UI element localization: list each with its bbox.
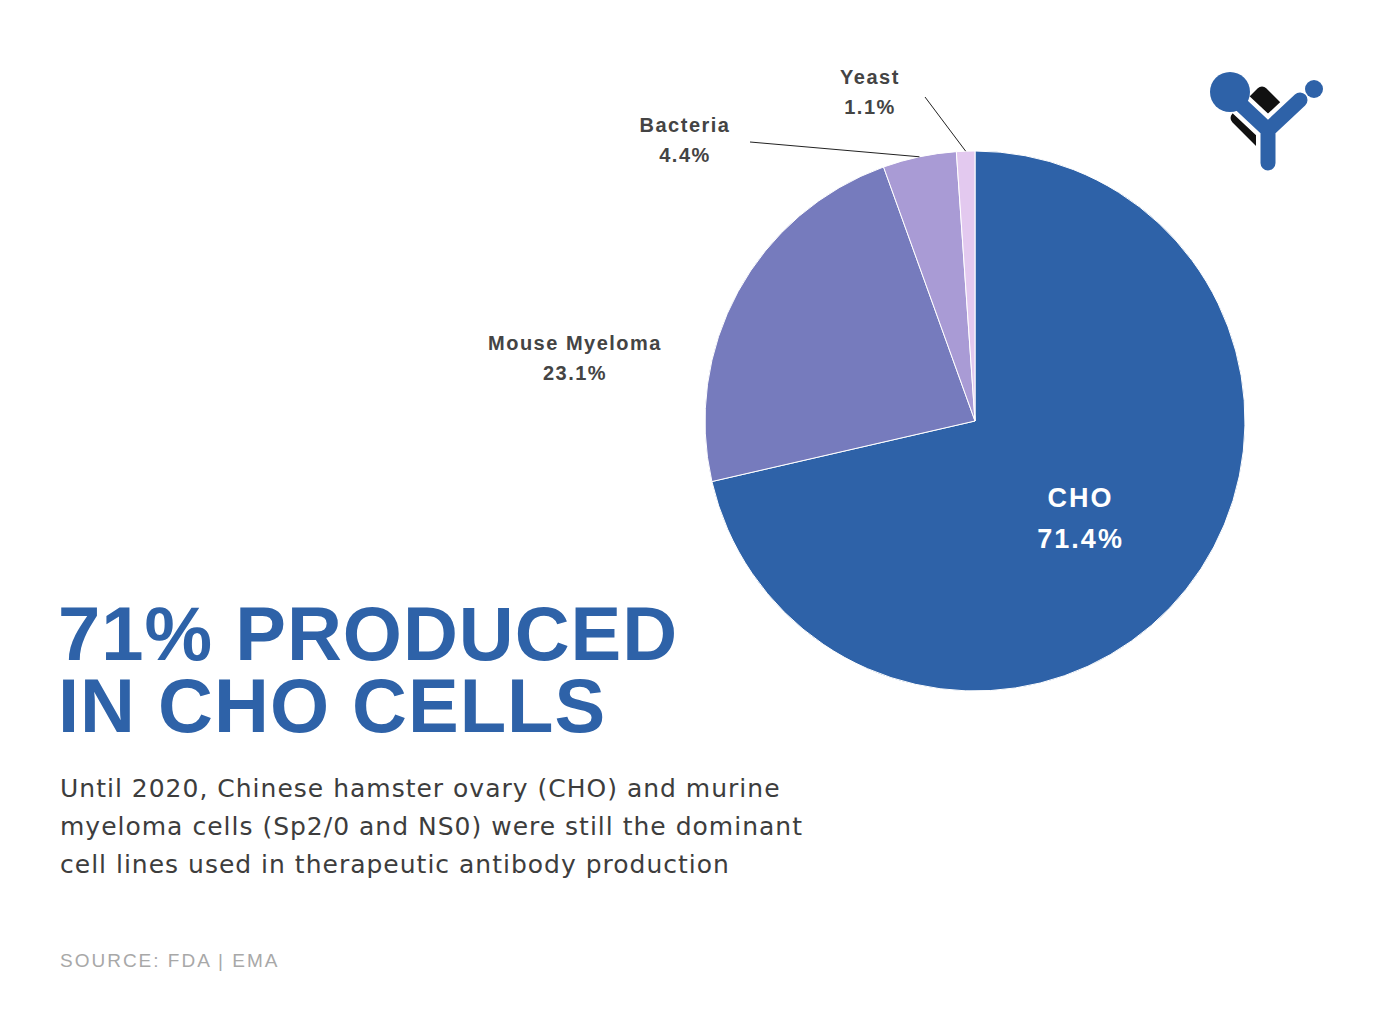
logo-y (1236, 100, 1300, 163)
pie-plot (705, 151, 1245, 691)
data-labels: CHO 71.4% Mouse Myeloma 23.1% Bacteria 4.4% Ye… (488, 66, 1124, 554)
data-label: CHO (1048, 483, 1114, 513)
leader-line (925, 97, 966, 151)
data-label: 23.1% (543, 362, 607, 384)
pie-slice (884, 152, 975, 421)
logo-outline (1236, 100, 1300, 163)
leader-line (750, 142, 919, 157)
data-label: 1.1% (844, 96, 896, 118)
data-label: Mouse Myeloma (488, 332, 662, 354)
subtitle: Until 2020, Chinese hamster ovary (CHO) … (60, 770, 820, 884)
source: SOURCE: FDA | EMA (60, 951, 279, 971)
data-label: 71.4% (1037, 524, 1124, 554)
title: 71% PRODUCED IN CHO CELLS (58, 598, 738, 742)
data-label: Bacteria (640, 114, 731, 136)
logo (1210, 72, 1323, 163)
pie (705, 151, 1245, 691)
logo-dot (1305, 80, 1323, 98)
logo-circle (1210, 72, 1250, 112)
data-label: 4.4% (659, 144, 711, 166)
data-label: Yeast (840, 66, 900, 88)
pie-slice (956, 151, 975, 421)
